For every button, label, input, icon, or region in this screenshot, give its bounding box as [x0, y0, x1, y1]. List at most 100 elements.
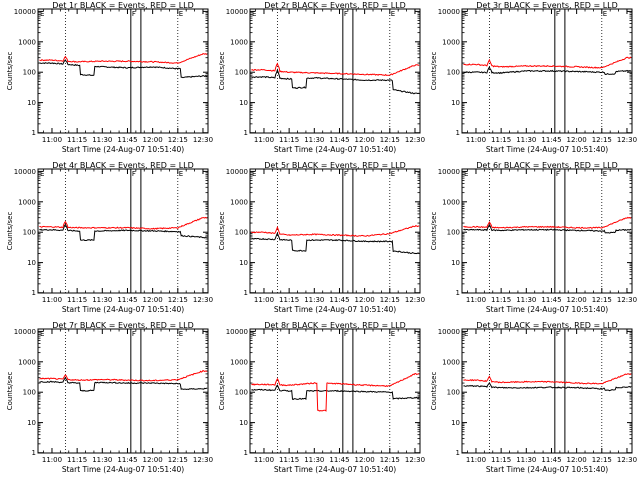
y-tick-label: 100 — [447, 389, 460, 397]
y-tick-label: 10000 — [226, 8, 248, 16]
plot-frame — [37, 8, 209, 134]
y-axis-label: Counts/sec — [430, 212, 438, 251]
chart-panel-9r: Det 9r BLACK = Events, RED = LLD Counts/s… — [430, 321, 637, 474]
y-axis-label: Counts/sec — [218, 212, 226, 251]
x-tick-label: 11:15 — [67, 456, 87, 464]
y-axis-label: Counts/sec — [218, 372, 226, 411]
marker-flag-label: F — [344, 10, 348, 18]
plot-frame — [37, 168, 209, 294]
marker-flag-label: E — [179, 10, 183, 18]
x-axis-label: Start Time (24-Aug-07 10:51:40) — [274, 145, 396, 154]
x-tick-label: 11:00 — [42, 296, 62, 304]
x-tick-label: 11:45 — [541, 296, 561, 304]
y-axis-label: Counts/sec — [6, 52, 14, 91]
series-line-lld — [39, 53, 208, 65]
x-axis-label: Start Time (24-Aug-07 10:51:40) — [274, 465, 396, 474]
x-tick-label: 12:15 — [168, 456, 188, 464]
chart-panel-8r: Det 8r BLACK = Events, RED = LLD Counts/s… — [218, 321, 425, 474]
y-tick-label: 10000 — [438, 328, 460, 336]
series-line-events — [251, 384, 420, 401]
series-line-events — [463, 223, 632, 234]
corner-label: E — [464, 330, 468, 338]
marker-flag-label: F — [132, 10, 136, 18]
y-axis-label: Counts/sec — [218, 52, 226, 91]
corner-label: E — [464, 10, 468, 18]
x-tick-label: 11:15 — [491, 456, 511, 464]
x-tick-label: 11:30 — [304, 136, 324, 144]
x-tick-label: 12:15 — [168, 296, 188, 304]
chart-title: Det 6r BLACK = Events, RED = LLD — [476, 161, 618, 170]
series-line-lld — [39, 216, 208, 230]
plot-frame — [249, 328, 421, 454]
y-tick-label: 10 — [239, 419, 248, 427]
y-tick-label: 10 — [27, 419, 36, 427]
x-tick-label: 11:00 — [466, 136, 486, 144]
x-tick-label: 12:30 — [193, 136, 213, 144]
y-tick-label: 10 — [451, 259, 460, 267]
x-tick-label: 12:30 — [193, 456, 213, 464]
plot-frame — [461, 168, 633, 294]
corner-label: E — [252, 330, 256, 338]
marker-flag-label: E — [179, 170, 183, 178]
series-line-events — [463, 381, 632, 392]
x-tick-label: 11:15 — [491, 136, 511, 144]
marker-flag-label: E — [179, 330, 183, 338]
y-tick-label: 1 — [244, 129, 248, 137]
y-tick-label: 1000 — [18, 38, 36, 46]
x-tick-label: 11:30 — [516, 136, 536, 144]
y-tick-label: 10 — [239, 99, 248, 107]
chart-panel-1r: Det 1r BLACK = Events, RED = LLD Counts/s… — [6, 1, 213, 154]
y-tick-label: 10 — [239, 259, 248, 267]
x-tick-label: 11:30 — [304, 296, 324, 304]
x-tick-label: 11:15 — [67, 296, 87, 304]
x-axis-label: Start Time (24-Aug-07 10:51:40) — [486, 145, 608, 154]
marker-flag-label: F — [556, 330, 560, 338]
marker-flag-label: E — [391, 330, 395, 338]
x-axis-label: Start Time (24-Aug-07 10:51:40) — [486, 305, 608, 314]
corner-label: E — [464, 170, 468, 178]
y-tick-label: 10 — [451, 419, 460, 427]
chart-title: Det 7r BLACK = Events, RED = LLD — [52, 321, 194, 330]
corner-label: E — [40, 10, 44, 18]
y-tick-label: 1 — [244, 289, 248, 297]
y-tick-label: 100 — [235, 229, 248, 237]
y-tick-label: 10 — [27, 99, 36, 107]
x-tick-label: 12:30 — [193, 296, 213, 304]
series-line-lld — [463, 216, 632, 229]
y-tick-label: 100 — [447, 229, 460, 237]
x-tick-label: 12:15 — [592, 456, 612, 464]
x-tick-label: 11:30 — [516, 456, 536, 464]
x-tick-label: 12:15 — [380, 456, 400, 464]
y-tick-label: 1000 — [442, 38, 460, 46]
x-tick-label: 11:45 — [117, 296, 137, 304]
plot-frame — [249, 168, 421, 294]
corner-label: E — [252, 170, 256, 178]
y-axis-label: Counts/sec — [430, 52, 438, 91]
series-line-lld — [463, 56, 632, 69]
x-tick-label: 11:30 — [92, 456, 112, 464]
x-tick-label: 11:15 — [279, 296, 299, 304]
y-tick-label: 10 — [451, 99, 460, 107]
x-tick-label: 12:00 — [567, 136, 587, 144]
x-tick-label: 11:15 — [67, 136, 87, 144]
y-tick-label: 1000 — [442, 198, 460, 206]
marker-flag-label: F — [344, 170, 348, 178]
y-tick-label: 10000 — [14, 168, 36, 176]
x-axis-label: Start Time (24-Aug-07 10:51:40) — [62, 145, 184, 154]
x-tick-label: 11:30 — [92, 296, 112, 304]
y-tick-label: 1 — [456, 449, 460, 457]
corner-label: E — [40, 330, 44, 338]
x-tick-label: 11:45 — [541, 136, 561, 144]
plot-frame — [461, 8, 633, 134]
x-tick-label: 12:00 — [143, 296, 163, 304]
chart-panel-7r: Det 7r BLACK = Events, RED = LLD Counts/s… — [6, 321, 213, 474]
y-axis-label: Counts/sec — [6, 212, 14, 251]
x-tick-label: 11:15 — [279, 136, 299, 144]
marker-flag-label: E — [603, 330, 607, 338]
corner-label: E — [40, 170, 44, 178]
series-line-events — [39, 223, 208, 242]
x-tick-label: 11:00 — [42, 136, 62, 144]
x-tick-label: 11:00 — [254, 456, 274, 464]
x-tick-label: 12:15 — [592, 136, 612, 144]
corner-label: E — [252, 10, 256, 18]
